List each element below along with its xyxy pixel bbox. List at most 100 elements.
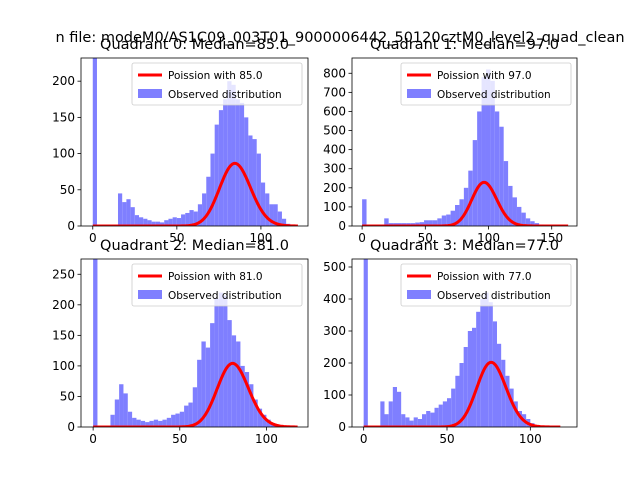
histogram-bar <box>450 210 456 226</box>
histogram-bar <box>503 161 509 226</box>
histogram-bar <box>206 176 211 226</box>
y-tick-label: 0 <box>338 219 346 233</box>
histogram-bar <box>455 205 460 226</box>
figure-title: n file: modeM0/AS1C09_003T01_9000006442_… <box>55 30 624 46</box>
subplot-title: Quadrant 3: Median=77.0 <box>370 238 559 254</box>
histogram-bar <box>501 359 506 427</box>
histogram-bar <box>231 335 237 427</box>
histogram-bar <box>172 217 177 226</box>
y-tick-label: 0 <box>67 219 75 233</box>
subplot-title: Quadrant 2: Median=81.0 <box>100 238 289 254</box>
legend-observed-swatch <box>138 89 162 98</box>
histogram-bar <box>123 393 128 427</box>
plot-area <box>92 58 298 226</box>
y-tick-label: 150 <box>52 328 75 342</box>
plot-area <box>361 69 569 226</box>
histogram-bar <box>126 199 131 226</box>
legend-frame <box>131 263 303 307</box>
histogram-bar <box>497 343 502 427</box>
histogram-bar <box>248 135 253 226</box>
histogram-bar <box>153 419 159 427</box>
y-tick-label: 200 <box>323 181 346 195</box>
histogram-bar <box>424 220 429 226</box>
x-tick-label: 100 <box>477 231 500 245</box>
histogram-bar <box>281 218 287 226</box>
histogram-bar <box>459 199 464 226</box>
histogram-bar <box>185 212 190 226</box>
histogram-bar <box>467 331 472 427</box>
legend-observed-swatch <box>407 290 431 299</box>
histogram-bar <box>513 401 518 427</box>
histogram-bar <box>438 404 443 427</box>
y-tick-label: 800 <box>323 66 346 80</box>
axes-frame <box>351 258 578 428</box>
histogram-bar <box>426 411 431 427</box>
histogram-bar <box>494 111 500 226</box>
histogram-bar <box>193 211 198 226</box>
histogram-bar <box>189 210 194 226</box>
histogram-bar <box>530 221 535 226</box>
y-tick-label: 700 <box>323 85 346 99</box>
histogram-bar <box>205 347 211 427</box>
histogram-bar <box>273 204 278 226</box>
histogram-bar <box>492 321 497 427</box>
histogram-bar <box>179 411 185 427</box>
y-tick-label: 600 <box>323 104 346 118</box>
histogram-bar <box>384 414 389 427</box>
x-tick-label: 100 <box>255 432 278 446</box>
x-tick-label: 0 <box>89 231 97 245</box>
histogram-bar <box>252 139 257 226</box>
histogram-bar <box>488 302 493 427</box>
histogram-bar <box>168 218 173 226</box>
histogram-bar <box>214 124 219 226</box>
y-tick-label: 400 <box>323 143 346 157</box>
y-tick-label: 400 <box>323 292 346 306</box>
histogram-bar <box>432 220 438 226</box>
histogram-bar <box>218 110 224 226</box>
histogram-bar <box>509 388 514 427</box>
x-tick-label: 0 <box>89 432 97 446</box>
histogram-bar <box>240 365 245 427</box>
histogram-bar <box>192 387 198 427</box>
y-tick-label: 0 <box>338 420 346 434</box>
histogram-bar <box>446 214 451 226</box>
legend-poisson-label: Poission with 97.0 <box>437 70 532 82</box>
subplot-2: Quadrant 2: Median=81.0 0 50 100 0 50 100 150 20… <box>52 238 309 446</box>
histogram-bar <box>480 299 485 427</box>
histogram-bar <box>166 417 172 427</box>
histogram-bar <box>260 182 266 226</box>
subplot-title: Quadrant 0: Median=85.0 <box>100 37 289 53</box>
histogram-bar <box>447 398 452 427</box>
y-tick-label: 300 <box>323 324 346 338</box>
histogram-bar <box>130 207 135 226</box>
histogram-bar <box>521 212 526 226</box>
y-tick-label: 50 <box>60 183 75 197</box>
x-tick-label: 100 <box>249 231 272 245</box>
histogram-bar <box>162 419 167 427</box>
axes-frame <box>80 57 309 227</box>
histogram-bar <box>256 153 261 226</box>
histogram-bar <box>227 320 232 427</box>
y-tick-label: 0 <box>67 420 75 434</box>
y-tick-label: 100 <box>52 359 75 373</box>
histogram-bar <box>434 407 439 427</box>
histogram-bar <box>201 341 206 427</box>
legend-observed-swatch <box>407 89 431 98</box>
histogram-bar <box>428 220 433 226</box>
histogram-bar <box>430 412 435 427</box>
histogram-bar <box>140 420 146 427</box>
histogram-bar <box>388 401 393 427</box>
histogram-bar <box>155 221 161 226</box>
poisson-line <box>93 361 298 427</box>
histogram-bar <box>160 222 165 226</box>
plot-area <box>93 259 298 427</box>
histogram-bar <box>419 222 425 226</box>
y-tick-label: 200 <box>52 298 75 312</box>
histogram-bar <box>249 384 254 427</box>
histogram-bar <box>127 411 133 427</box>
histogram-bar <box>223 99 228 226</box>
histogram-bar <box>210 323 215 427</box>
histogram-bar <box>197 359 202 427</box>
histogram-bar <box>92 58 97 226</box>
